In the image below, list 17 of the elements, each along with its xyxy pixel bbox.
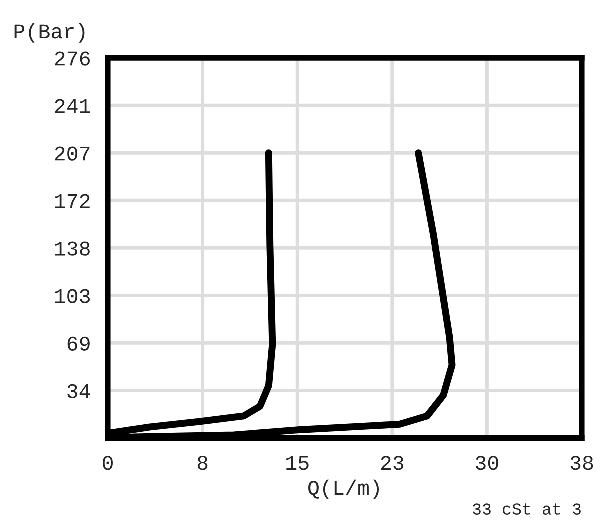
x-tick-label: 8 — [198, 456, 208, 470]
y-tick-label: 172 — [55, 194, 90, 208]
y-axis-title: P(Bar) — [14, 23, 85, 43]
x-tick-label: 30 — [476, 456, 498, 470]
y-tick-label: 241 — [55, 99, 90, 114]
x-tick-label: 23 — [381, 456, 404, 470]
x-tick-label: 38 — [570, 456, 594, 470]
x-tick-label: 15 — [286, 456, 309, 470]
y-tick-label: 276 — [55, 52, 90, 66]
x-axis-title: Q(L/m) — [308, 480, 380, 500]
text: 33 cSt at 3 — [473, 504, 581, 515]
y-tick-label: 103 — [55, 289, 90, 304]
y-tick-label: 69 — [68, 336, 90, 351]
y-tick-label: 34 — [68, 384, 90, 398]
y-tick-label: 207 — [55, 146, 90, 161]
y-tick-label: 138 — [55, 242, 90, 256]
x-tick-label: 0 — [103, 456, 113, 470]
